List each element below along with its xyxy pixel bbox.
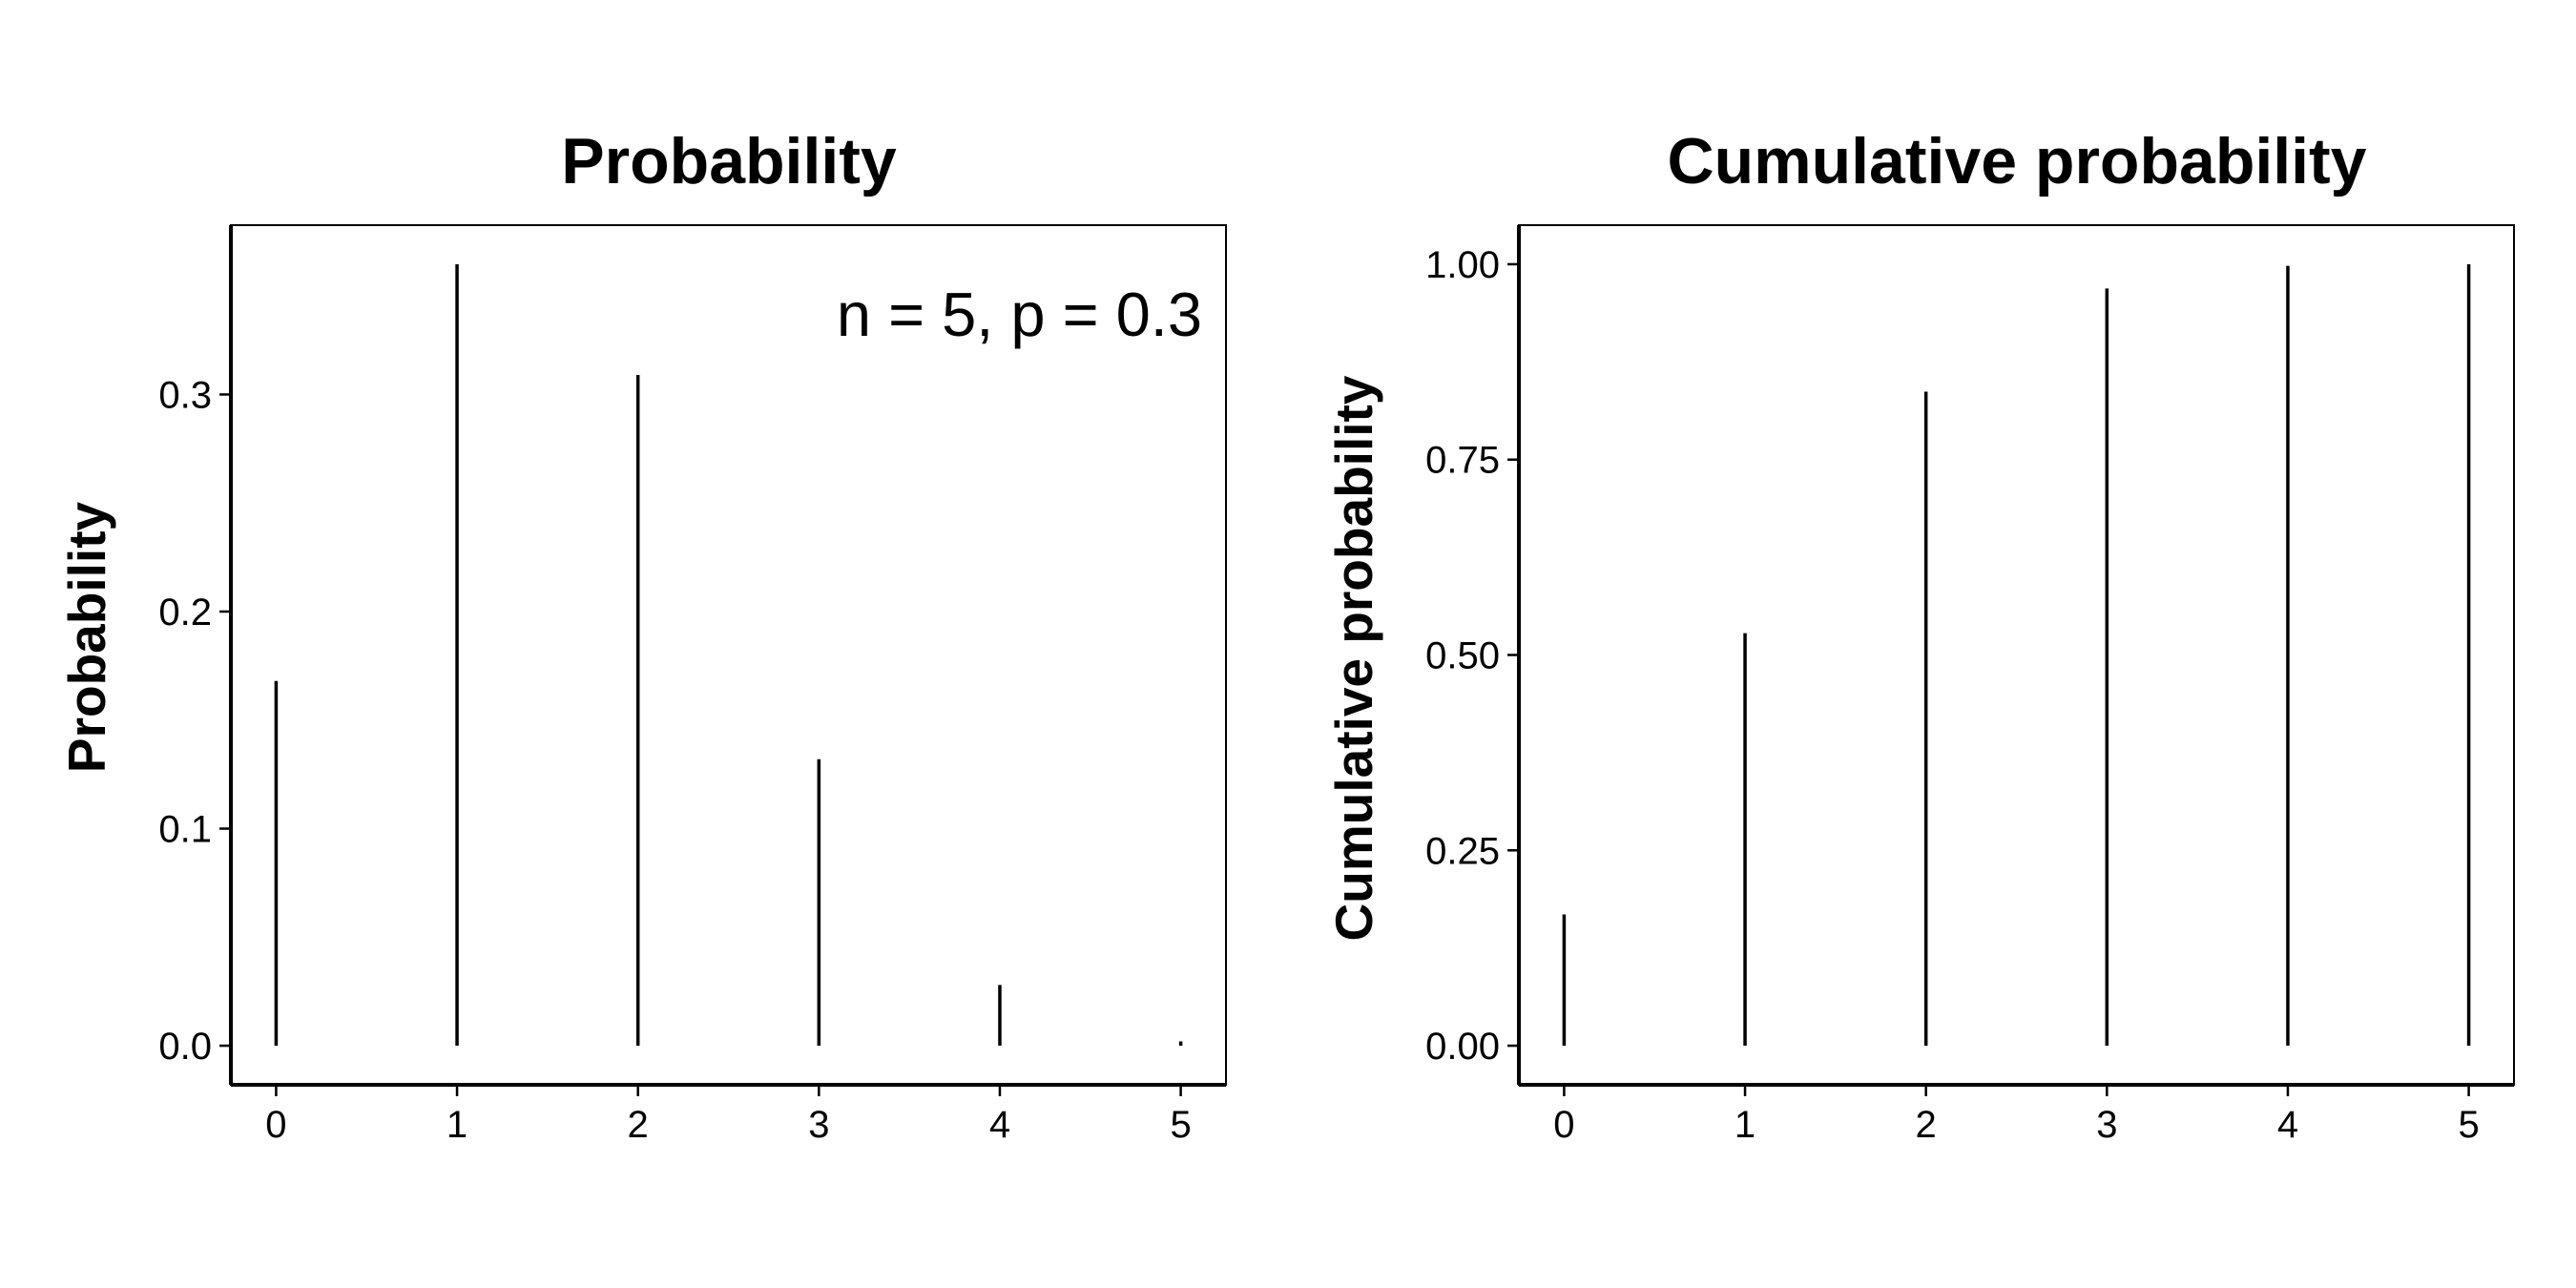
probability-x-tick-label: 5	[1170, 1104, 1191, 1146]
cumulative-probability-x-tick-label: 4	[2277, 1104, 2298, 1146]
probability-y-tick-label: 0.1	[158, 809, 212, 851]
cumulative-probability-x-tick-label: 5	[2458, 1104, 2479, 1146]
cumulative-probability-y-tick-label: 0.75	[1425, 440, 1500, 482]
cumulative-probability-x-tick-label: 3	[2096, 1104, 2117, 1146]
probability-x-tick-label: 2	[628, 1104, 649, 1146]
cumulative-probability-y-tick-label: 0.50	[1425, 635, 1500, 677]
probability-y-tick-label: 0.3	[158, 374, 212, 416]
probability-y-tick-label: 0.0	[158, 1026, 212, 1068]
probability-panel-title: Probability	[561, 125, 897, 197]
probability-x-tick-label: 1	[447, 1104, 467, 1146]
probability-y-axis-title: Probability	[57, 501, 116, 773]
cumulative-probability-y-tick-label: 0.00	[1425, 1026, 1500, 1068]
cumulative-probability-panel: Cumulative probability Cumulative probab…	[1324, 125, 2515, 1146]
probability-y-tick-label: 0.2	[158, 592, 212, 634]
probability-plot-area: 0.0 0.1 0.2 0.3 0 1 2 3 4 5	[158, 224, 1227, 1146]
probability-x-tick-label: 4	[989, 1104, 1010, 1146]
cumulative-probability-x-tick-label: 1	[1735, 1104, 1755, 1146]
cumulative-probability-x-tick-label: 0	[1553, 1104, 1574, 1146]
distribution-parameters-annotation: n = 5, p = 0.3	[837, 280, 1202, 349]
cumulative-probability-y-tick-label: 0.25	[1425, 830, 1500, 872]
cumulative-probability-y-tick-label: 1.00	[1425, 244, 1500, 286]
cumulative-probability-x-tick-label: 2	[1916, 1104, 1937, 1146]
probability-panel: Probability Probability 0.0 0.1 0.2 0.3 0 1 2 3…	[57, 125, 1227, 1146]
probability-x-tick-label: 3	[808, 1104, 829, 1146]
probability-x-tick-label: 0	[265, 1104, 286, 1146]
cumulative-probability-panel-title: Cumulative probability	[1668, 125, 2367, 197]
cumulative-probability-plot-area: 0.00 0.25 0.50 0.75 1.00 0 1 2 3 4 5	[1425, 224, 2515, 1146]
cumulative-probability-y-axis-title: Cumulative probability	[1324, 375, 1383, 941]
